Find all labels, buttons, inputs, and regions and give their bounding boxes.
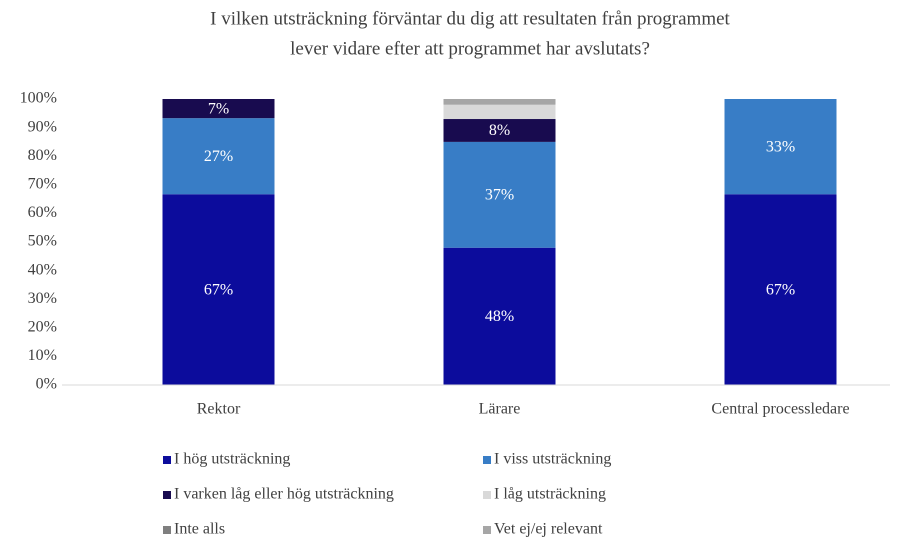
value-label: 37% xyxy=(485,186,514,203)
bar-segment xyxy=(443,99,556,105)
value-label: 8% xyxy=(489,122,510,139)
legend-swatch xyxy=(163,526,171,534)
value-label: 7% xyxy=(208,100,229,117)
y-tick-label: 60% xyxy=(28,204,57,221)
bar-segment xyxy=(724,99,837,195)
legend-label: I viss utsträckning xyxy=(494,451,611,468)
y-tick-label: 20% xyxy=(28,318,57,335)
value-label: 27% xyxy=(204,148,233,165)
value-label: 67% xyxy=(766,281,795,298)
value-label: 48% xyxy=(485,308,514,325)
y-tick-label: 40% xyxy=(28,261,57,278)
bar-segment xyxy=(162,118,275,195)
bar-segment xyxy=(443,247,556,385)
legend-label: I hög utsträckning xyxy=(174,451,290,468)
legend-swatch xyxy=(483,456,491,464)
y-tick-label: 70% xyxy=(28,175,57,192)
chart-title: I vilken utsträckning förväntar du dig a… xyxy=(210,8,730,29)
bar-segment xyxy=(443,141,556,248)
bar-segment xyxy=(724,194,837,385)
x-tick-label: Central processledare xyxy=(711,401,849,418)
legend-label: I varken låg eller hög utsträckning xyxy=(174,486,394,503)
legend-swatch xyxy=(163,491,171,499)
bar-segment xyxy=(443,104,556,120)
y-tick-label: 80% xyxy=(28,147,57,164)
bar-segment xyxy=(162,99,275,119)
value-label: 67% xyxy=(204,281,233,298)
y-tick-label: 90% xyxy=(28,118,57,135)
y-tick-label: 10% xyxy=(28,347,57,364)
x-tick-label: Lärare xyxy=(479,401,521,418)
y-tick-label: 30% xyxy=(28,290,57,307)
value-label: 33% xyxy=(766,138,795,155)
legend-swatch xyxy=(163,456,171,464)
y-tick-label: 50% xyxy=(28,233,57,250)
bar-segment xyxy=(443,119,556,142)
bar-segment xyxy=(162,194,275,385)
y-tick-label: 0% xyxy=(36,376,57,393)
legend-label: Vet ej/ej relevant xyxy=(494,521,603,538)
legend-label: I låg utsträckning xyxy=(494,486,606,503)
legend-swatch xyxy=(483,491,491,499)
x-tick-label: Rektor xyxy=(197,401,241,418)
y-tick-label: 100% xyxy=(20,90,57,107)
chart-title: lever vidare efter att programmet har av… xyxy=(290,38,650,59)
legend-swatch xyxy=(483,526,491,534)
legend-label: Inte alls xyxy=(174,521,225,538)
